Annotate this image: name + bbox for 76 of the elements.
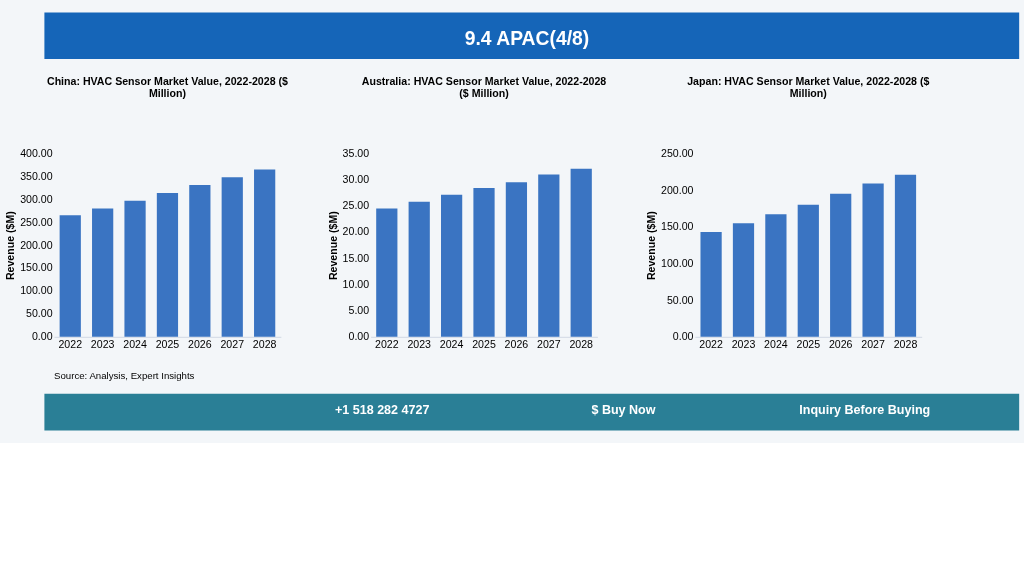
x-tick-label: 2027 xyxy=(537,337,561,350)
x-tick-label: 2024 xyxy=(764,337,788,350)
y-tick-label: 200.00 xyxy=(20,238,53,251)
chart-title: Australia: HVAC Sensor Market Value, 2022-2028 ($ Million) xyxy=(361,74,607,100)
y-tick-label: 50.00 xyxy=(26,307,53,320)
x-tick-label: 2022 xyxy=(375,337,399,350)
bar xyxy=(830,193,852,337)
y-tick-label: 0.00 xyxy=(672,330,694,343)
x-tick-label: 2024 xyxy=(439,337,464,350)
x-tick-label: 2026 xyxy=(188,337,212,350)
y-tick-label: 100.00 xyxy=(660,256,694,269)
y-tick-label: 150.00 xyxy=(20,261,53,274)
x-tick-label: 2025 xyxy=(155,337,180,350)
bar xyxy=(408,201,430,337)
y-tick-label: 25.00 xyxy=(342,199,370,212)
y-tick-label: 350.00 xyxy=(20,169,53,182)
bar xyxy=(732,223,755,337)
chart-title: Japan: HVAC Sensor Market Value, 2022-2028 ($ Million) xyxy=(687,74,930,100)
x-tick-label: 2027 xyxy=(220,337,245,350)
y-axis-title: Revenue ($M) xyxy=(645,211,658,281)
y-tick-label: 400.00 xyxy=(20,146,53,159)
bar xyxy=(59,215,81,337)
y-tick-label: 0.00 xyxy=(31,330,53,343)
bar xyxy=(700,231,722,337)
bar xyxy=(765,214,787,337)
x-tick-label: 2024 xyxy=(123,337,147,350)
bar xyxy=(189,185,211,337)
bar xyxy=(862,183,884,337)
y-tick-label: 5.00 xyxy=(348,304,370,317)
bar xyxy=(221,177,243,337)
y-tick-label: 100.00 xyxy=(20,284,53,297)
y-tick-label: 200.00 xyxy=(660,183,694,196)
y-tick-label: 300.00 xyxy=(20,192,53,205)
x-tick-label: 2023 xyxy=(90,337,115,350)
x-tick-label: 2022 xyxy=(58,337,83,350)
text: $ Buy Now xyxy=(591,403,656,418)
bar xyxy=(473,188,495,337)
x-tick-label: 2023 xyxy=(731,337,756,350)
x-tick-label: 2023 xyxy=(407,337,432,350)
x-tick-label: 2028 xyxy=(252,337,277,350)
bar xyxy=(124,200,146,337)
x-tick-label: 2027 xyxy=(861,337,885,350)
bar xyxy=(894,174,917,337)
x-tick-label: 2028 xyxy=(569,337,594,350)
bar xyxy=(376,208,398,337)
bar xyxy=(254,169,276,337)
y-axis-title: Revenue ($M) xyxy=(326,211,339,281)
bar xyxy=(797,204,819,337)
bar xyxy=(538,174,560,337)
chart-title: China: HVAC Sensor Market Value, 2022-2028 ($ Million) xyxy=(46,74,289,100)
text: Inquiry Before Buying xyxy=(799,403,931,418)
y-axis-title: Revenue ($M) xyxy=(4,211,17,281)
y-tick-label: 250.00 xyxy=(660,146,694,159)
text: +1 518 282 4727 xyxy=(334,403,430,418)
bar xyxy=(570,168,592,337)
y-tick-label: 15.00 xyxy=(342,251,370,264)
y-tick-label: 35.00 xyxy=(342,146,370,159)
y-tick-label: 10.00 xyxy=(342,277,370,290)
y-tick-label: 50.00 xyxy=(666,293,694,306)
y-tick-label: 0.00 xyxy=(348,330,370,343)
bar xyxy=(92,208,114,337)
x-tick-label: 2026 xyxy=(828,337,853,350)
bar xyxy=(505,182,528,337)
text: 9.4 APAC(4/8) xyxy=(464,28,590,50)
bar xyxy=(440,194,463,337)
x-tick-label: 2026 xyxy=(504,337,529,350)
source-note: Source: Analysis, Expert Insights xyxy=(54,370,195,382)
x-tick-label: 2025 xyxy=(796,337,821,350)
y-tick-label: 30.00 xyxy=(342,173,370,186)
y-tick-label: 150.00 xyxy=(660,220,694,233)
y-tick-label: 250.00 xyxy=(20,215,53,228)
x-tick-label: 2025 xyxy=(472,337,496,350)
y-tick-label: 20.00 xyxy=(342,225,370,238)
x-tick-label: 2028 xyxy=(893,337,918,350)
x-tick-label: 2022 xyxy=(699,337,723,350)
bar xyxy=(156,192,179,337)
